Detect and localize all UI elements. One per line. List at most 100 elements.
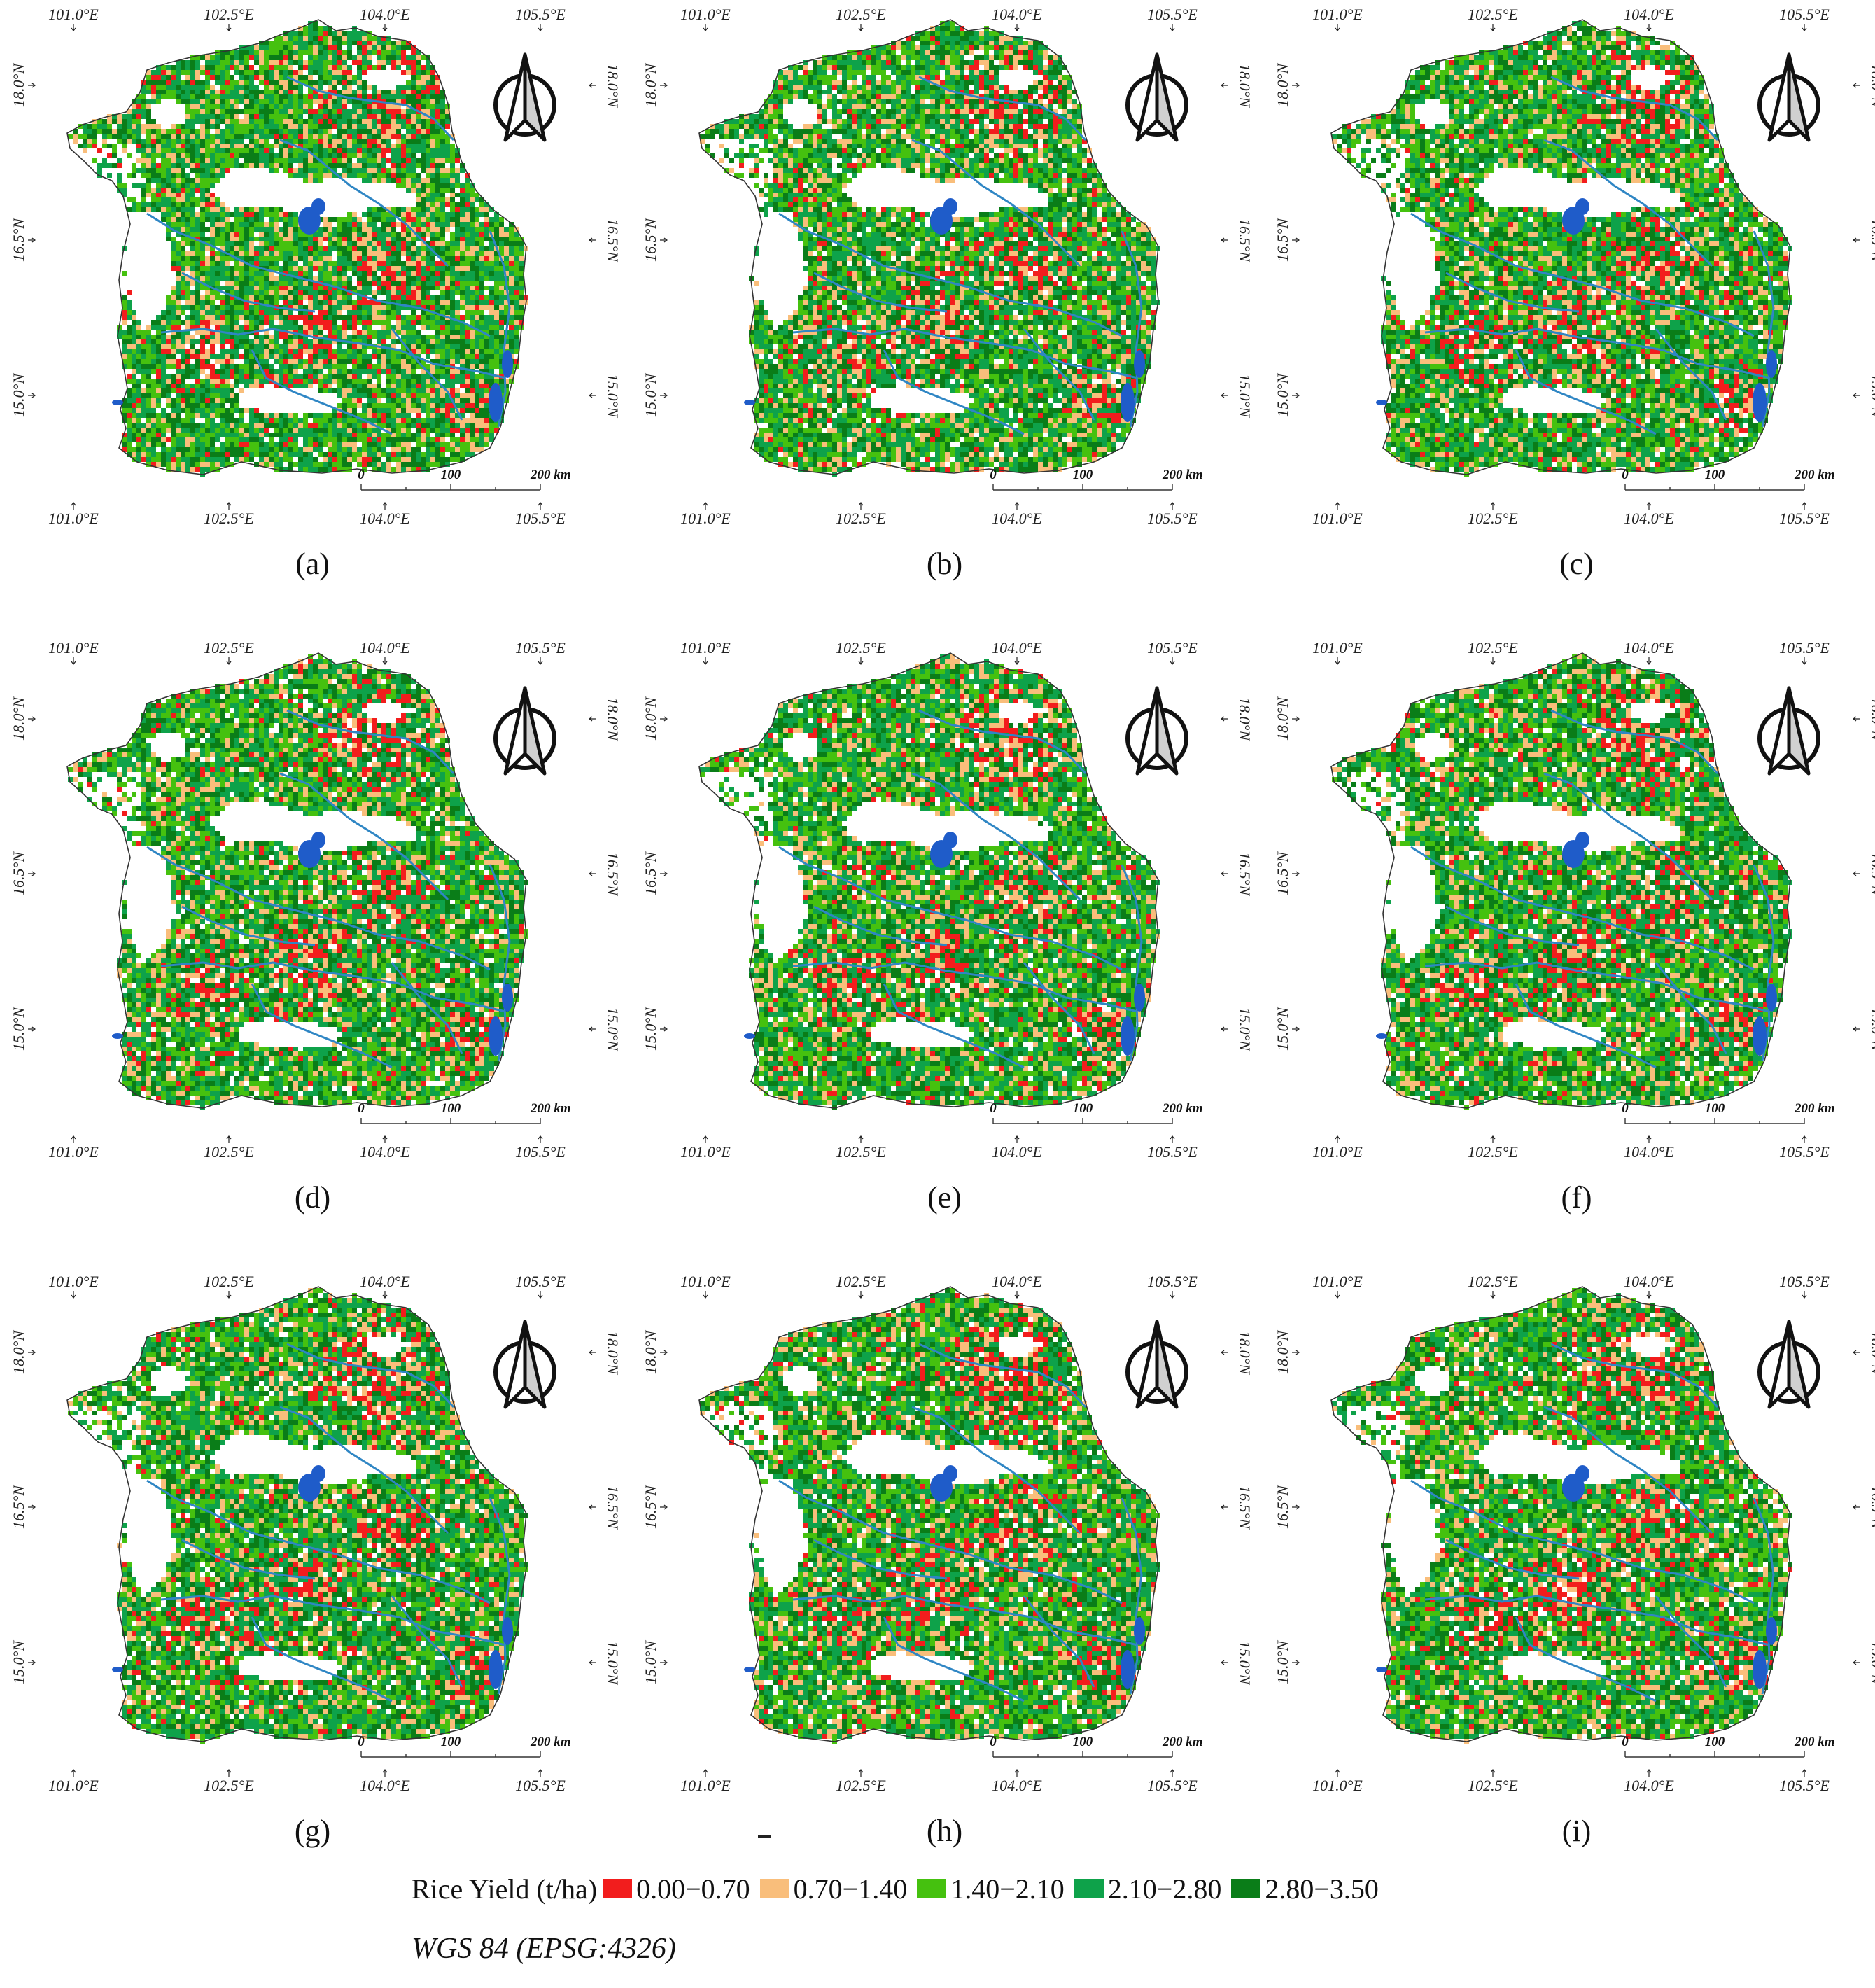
rice-yield-map: 101.0°E 101.0°E 102.5°E 102.5°E 104.0°E 104.0… xyxy=(10,6,622,527)
lon-label-top-0: 101.0°E xyxy=(48,6,99,23)
lon-tick-top-0 xyxy=(71,1291,76,1298)
lat-label-right-0: 18.0°N xyxy=(604,64,622,108)
lat-tick-left-2 xyxy=(1292,393,1300,398)
lat-label-left-0: 18.0°N xyxy=(10,696,27,741)
water-body-1 xyxy=(1575,832,1589,848)
lat-label-left-2: 15.0°N xyxy=(10,373,27,417)
lat-tick-right-0 xyxy=(589,716,596,722)
lat-tick-right-2 xyxy=(1853,1660,1860,1665)
lat-tick-left-0 xyxy=(1292,1350,1300,1355)
lon-tick-bottom-1 xyxy=(858,502,864,510)
lon-tick-bottom-3 xyxy=(1802,502,1807,510)
scale-bar-label-2: 200 km xyxy=(1162,1735,1203,1749)
lon-label-bottom-1: 102.5°E xyxy=(204,1777,254,1794)
river-3 xyxy=(918,1343,1087,1408)
lon-label-top-1: 102.5°E xyxy=(204,639,254,657)
north-arrow-right-half xyxy=(1155,52,1179,142)
river-1 xyxy=(792,1595,1138,1646)
lat-tick-right-2 xyxy=(1221,393,1228,398)
lat-label-right-1: 16.5°N xyxy=(1236,1485,1253,1530)
water-body-4 xyxy=(744,1033,755,1039)
lon-tick-top-1 xyxy=(858,1291,864,1298)
river-3 xyxy=(1550,709,1719,775)
legend-title: Rice Yield (t/ha) xyxy=(412,1872,597,1905)
lon-label-bottom-2: 104.0°E xyxy=(1624,510,1674,527)
lon-label-bottom-1: 102.5°E xyxy=(204,510,254,527)
lat-label-left-2: 15.0°N xyxy=(642,1640,659,1684)
river-4 xyxy=(1515,1616,1657,1702)
lon-label-top-3: 105.5°E xyxy=(1779,639,1830,657)
lat-label-left-1: 16.5°N xyxy=(1274,851,1291,895)
lon-tick-top-2 xyxy=(1646,24,1652,31)
legend-swatch-3 xyxy=(1074,1879,1104,1898)
lon-label-bottom-2: 104.0°E xyxy=(1624,1143,1674,1161)
scale-bar-line xyxy=(360,484,541,491)
river-5 xyxy=(1753,1497,1775,1695)
region-boundary xyxy=(1330,652,1791,1109)
lon-label-top-0: 101.0°E xyxy=(48,639,99,657)
lat-label-right-1: 16.5°N xyxy=(1868,852,1875,896)
lon-label-bottom-1: 102.5°E xyxy=(1468,1777,1518,1794)
lon-tick-bottom-3 xyxy=(1170,1135,1175,1143)
scale-bar-label-1: 100 xyxy=(441,468,461,482)
water-body-4 xyxy=(744,1667,755,1672)
lon-tick-bottom-0 xyxy=(703,1769,708,1777)
lon-tick-top-2 xyxy=(382,1291,388,1298)
river-2 xyxy=(1543,772,1713,901)
water-body-2 xyxy=(1753,383,1767,422)
water-body-1 xyxy=(1575,198,1589,215)
lat-label-right-0: 18.0°N xyxy=(1236,697,1253,741)
lat-tick-right-0 xyxy=(589,83,596,88)
north-arrow-right-half xyxy=(1787,686,1811,776)
lon-label-top-2: 104.0°E xyxy=(360,1273,410,1290)
lat-tick-left-0 xyxy=(660,83,668,88)
lon-tick-bottom-1 xyxy=(1490,1769,1496,1777)
lon-tick-bottom-3 xyxy=(1170,502,1175,510)
lat-tick-left-2 xyxy=(28,1660,36,1665)
river-3 xyxy=(1550,1343,1719,1408)
lon-label-top-2: 104.0°E xyxy=(992,639,1042,657)
lon-label-bottom-1: 102.5°E xyxy=(1468,510,1518,527)
river-0 xyxy=(146,212,491,337)
scale-bar-label-0: 0 xyxy=(1622,468,1629,482)
stray-dash-mark xyxy=(758,1835,771,1837)
river-0 xyxy=(778,1479,1123,1604)
lon-tick-top-3 xyxy=(1170,657,1175,665)
north-arrow-icon xyxy=(493,686,556,776)
lon-label-top-0: 101.0°E xyxy=(680,6,731,23)
lat-tick-left-0 xyxy=(28,716,36,722)
north-arrow-icon xyxy=(1125,52,1188,142)
lat-label-left-0: 18.0°N xyxy=(10,63,27,107)
lon-label-top-3: 105.5°E xyxy=(515,6,566,23)
lon-label-bottom-1: 102.5°E xyxy=(836,1777,886,1794)
water-body-1 xyxy=(943,1465,957,1482)
north-arrow-icon xyxy=(493,52,556,142)
scale-bar-label-1: 100 xyxy=(1073,1101,1093,1116)
lon-label-bottom-1: 102.5°E xyxy=(204,1143,254,1161)
legend-item-0: 0.00−0.70 xyxy=(603,1872,750,1905)
legend-label-2: 1.40−2.10 xyxy=(950,1872,1065,1905)
lat-label-left-1: 16.5°N xyxy=(10,1485,27,1529)
lon-tick-top-0 xyxy=(703,657,708,665)
river-3 xyxy=(918,709,1087,775)
lat-label-right-2: 15.0°N xyxy=(1236,1641,1253,1685)
lat-label-left-0: 18.0°N xyxy=(642,696,659,741)
lat-tick-left-0 xyxy=(1292,83,1300,88)
lon-tick-top-0 xyxy=(71,657,76,665)
map-panel-i: 101.0°E 101.0°E 102.5°E 102.5°E 104.0°E 104.0… xyxy=(1264,1267,1875,1901)
north-arrow-icon xyxy=(493,1320,556,1409)
north-arrow-icon xyxy=(1757,1320,1820,1409)
lon-label-bottom-3: 105.5°E xyxy=(515,1777,566,1794)
river-2 xyxy=(911,772,1081,901)
water-body-1 xyxy=(311,1465,325,1482)
lon-tick-bottom-1 xyxy=(226,502,232,510)
river-7 xyxy=(391,962,463,1054)
river-3 xyxy=(918,76,1087,141)
lon-tick-bottom-3 xyxy=(538,1769,543,1777)
lat-label-left-0: 18.0°N xyxy=(1274,1330,1291,1374)
lat-tick-left-2 xyxy=(660,1660,668,1665)
lat-tick-right-1 xyxy=(1221,237,1228,243)
lon-tick-bottom-0 xyxy=(71,1769,76,1777)
water-body-3 xyxy=(1766,983,1777,1011)
lat-label-left-1: 16.5°N xyxy=(1274,1485,1291,1529)
